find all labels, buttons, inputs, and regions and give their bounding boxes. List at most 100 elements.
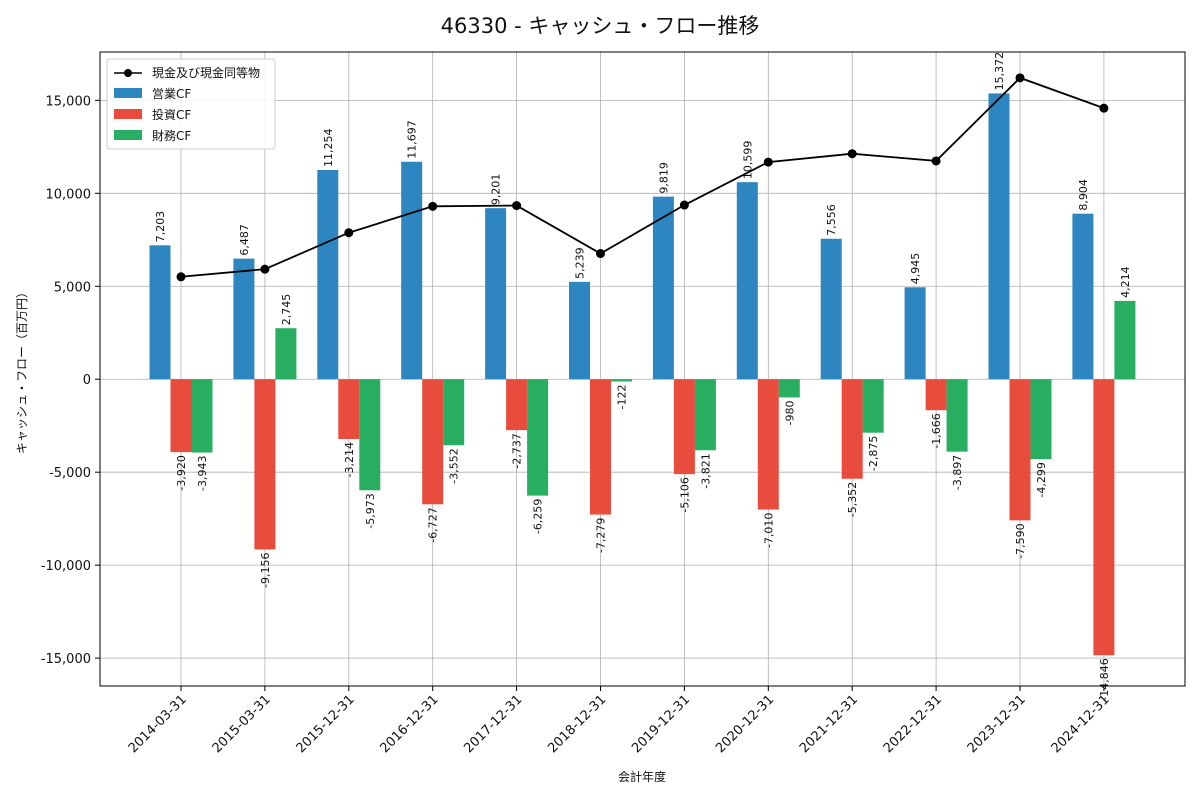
bar-financing-9 — [946, 379, 968, 452]
bar-investing-4 — [506, 379, 528, 431]
bar-label-operating-1: 6,487 — [238, 224, 251, 256]
cash-point-3 — [428, 201, 438, 211]
bar-label-investing-4: -2,737 — [511, 433, 524, 468]
x-tick-label-1: 2015-03-31 — [210, 692, 274, 756]
bar-label-financing-8: -2,875 — [867, 436, 880, 471]
bar-financing-6 — [694, 379, 716, 451]
bar-operating-6 — [652, 196, 674, 380]
bar-investing-10 — [1009, 379, 1031, 521]
bar-financing-11 — [1114, 300, 1136, 380]
bar-operating-11 — [1072, 213, 1094, 380]
bar-label-operating-6: 9,819 — [657, 162, 670, 194]
bar-label-investing-11: -14,846 — [1098, 658, 1111, 700]
cash-line-path — [180, 76, 1105, 278]
bar-financing-4 — [527, 379, 549, 496]
cash-point-1 — [260, 264, 270, 274]
bar-label-operating-7: 10,599 — [741, 141, 754, 180]
bar-investing-2 — [338, 379, 360, 439]
bar-operating-1 — [233, 258, 255, 380]
y-axis-label: キャッシュ・フロー（百万円） — [15, 286, 29, 454]
bar-label-investing-9: -1,666 — [930, 413, 943, 448]
x-tick-label-5: 2018-12-31 — [545, 692, 609, 756]
bar-investing-11 — [1093, 379, 1115, 656]
bar-operating-9 — [904, 287, 926, 380]
bar-operating-2 — [317, 169, 339, 380]
cash-point-6 — [679, 200, 689, 210]
x-tick-label-8: 2021-12-31 — [797, 692, 861, 756]
grid — [100, 52, 1185, 686]
cash-point-10 — [1015, 73, 1025, 83]
x-tick-label-10: 2023-12-31 — [965, 692, 1029, 756]
bar-label-financing-2: -5,973 — [364, 493, 377, 528]
bar-investing-5 — [590, 379, 611, 515]
bar-label-financing-5: -122 — [616, 384, 629, 409]
cash-point-11 — [1099, 103, 1109, 113]
bar-label-investing-1: -9,156 — [259, 552, 272, 587]
bars — [149, 93, 1136, 656]
cash-point-9 — [931, 156, 941, 166]
bar-label-investing-10: -7,590 — [1014, 523, 1027, 558]
bar-financing-7 — [778, 379, 800, 398]
bar-investing-6 — [673, 379, 695, 475]
bar-label-financing-1: 2,745 — [280, 294, 293, 326]
y-tick-label-4: 5,000 — [54, 280, 91, 295]
bar-label-financing-7: -980 — [783, 400, 796, 425]
x-tick-label-0: 2014-03-31 — [126, 692, 190, 756]
bar-financing-3 — [443, 379, 465, 446]
bar-label-financing-6: -3,821 — [699, 453, 712, 488]
x-tick-label-4: 2017-12-31 — [461, 692, 525, 756]
legend-swatch-investing — [114, 109, 142, 119]
bar-investing-0 — [170, 379, 192, 453]
bar-financing-0 — [191, 379, 213, 453]
bar-label-financing-10: -4,299 — [1035, 462, 1048, 497]
legend-box — [106, 58, 276, 150]
bar-label-operating-9: 4,945 — [909, 253, 922, 285]
bar-financing-2 — [359, 379, 381, 491]
bar-operating-7 — [736, 182, 758, 380]
cash-line — [176, 73, 1109, 282]
bar-label-operating-3: 11,697 — [406, 120, 419, 159]
bar-label-financing-9: -3,897 — [951, 455, 964, 490]
bar-financing-10 — [1030, 379, 1052, 460]
bar-label-operating-8: 7,556 — [825, 204, 838, 236]
plot-frame — [99, 51, 1186, 687]
bar-operating-5 — [569, 281, 590, 380]
bar-label-operating-11: 8,904 — [1077, 179, 1090, 211]
legend-swatch-operating — [114, 88, 142, 98]
bar-label-financing-4: -6,259 — [532, 499, 545, 534]
bar-label-investing-3: -6,727 — [427, 507, 440, 542]
cash-point-4 — [512, 201, 522, 211]
y-tick-label-0: -15,000 — [41, 652, 91, 667]
bar-investing-3 — [422, 379, 444, 505]
bar-label-investing-5: -7,279 — [595, 518, 608, 553]
legend-label-operating: 営業CF — [152, 87, 191, 101]
bar-label-operating-10: 15,372 — [993, 52, 1006, 91]
x-axis-ticks: 2014-03-31 2015-03-31 2015-12-31 2016-12-31… — [126, 686, 1113, 756]
bar-investing-7 — [757, 379, 779, 510]
cash-point-2 — [344, 228, 354, 238]
x-axis-label: 会計年度 — [618, 769, 666, 784]
bar-operating-8 — [820, 238, 842, 380]
y-axis-ticks: -15,000 -10,000 -5,000 0 5,000 10,000 15,000 — [41, 94, 100, 667]
y-tick-label-6: 15,000 — [46, 94, 92, 109]
bar-label-investing-8: -5,352 — [846, 482, 859, 517]
x-tick-label-11: 2024-12-31 — [1049, 692, 1113, 756]
bar-label-operating-2: 11,254 — [322, 128, 335, 167]
bar-operating-0 — [149, 245, 171, 380]
bar-labels: 7,203 6,487 11,254 11,697 9,201 5,239 9,819 10,… — [154, 52, 1132, 701]
x-tick-label-2: 2015-12-31 — [294, 692, 358, 756]
cash-point-8 — [847, 149, 857, 159]
legend-line-dot — [124, 69, 132, 77]
bar-investing-8 — [841, 379, 863, 479]
bar-financing-5 — [611, 379, 632, 382]
bar-operating-10 — [988, 93, 1010, 380]
bar-label-investing-0: -3,920 — [175, 455, 188, 490]
bar-investing-1 — [254, 379, 276, 550]
legend-label-cash: 現金及び現金同等物 — [152, 65, 260, 80]
cash-point-7 — [763, 157, 773, 167]
y-tick-label-1: -10,000 — [41, 559, 91, 574]
bar-label-financing-3: -3,552 — [448, 448, 461, 483]
x-tick-label-6: 2019-12-31 — [629, 692, 693, 756]
bar-operating-4 — [485, 208, 507, 380]
